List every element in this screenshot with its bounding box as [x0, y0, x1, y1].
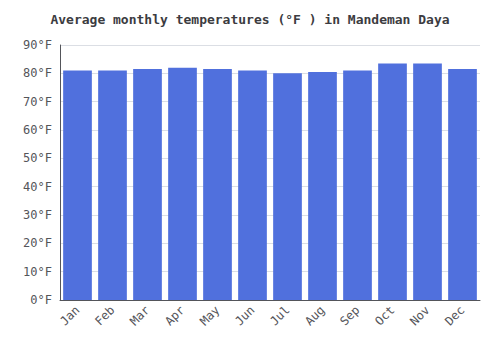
svg-text:Sep: Sep	[337, 303, 362, 328]
svg-text:Jun: Jun	[232, 303, 257, 328]
svg-text:Mar: Mar	[127, 303, 152, 328]
svg-text:90°F: 90°F	[23, 38, 52, 52]
svg-text:Jan: Jan	[57, 303, 82, 328]
svg-text:40°F: 40°F	[23, 180, 52, 194]
svg-text:10°F: 10°F	[23, 265, 52, 279]
svg-text:Dec: Dec	[442, 303, 467, 328]
svg-text:Feb: Feb	[92, 303, 117, 328]
svg-text:50°F: 50°F	[23, 151, 52, 165]
svg-text:Apr: Apr	[162, 303, 187, 328]
svg-text:70°F: 70°F	[23, 95, 52, 109]
svg-text:May: May	[197, 303, 222, 328]
svg-text:Nov: Nov	[407, 303, 432, 328]
svg-text:0°F: 0°F	[30, 293, 52, 307]
svg-text:30°F: 30°F	[23, 208, 52, 222]
svg-text:Oct: Oct	[372, 303, 397, 328]
svg-text:Average monthly temperatures (: Average monthly temperatures (°F ) in Ma…	[50, 12, 449, 27]
svg-text:60°F: 60°F	[23, 123, 52, 137]
svg-text:20°F: 20°F	[23, 236, 52, 250]
svg-text:Aug: Aug	[302, 303, 327, 328]
svg-text:80°F: 80°F	[23, 66, 52, 80]
svg-text:Jul: Jul	[267, 303, 292, 328]
